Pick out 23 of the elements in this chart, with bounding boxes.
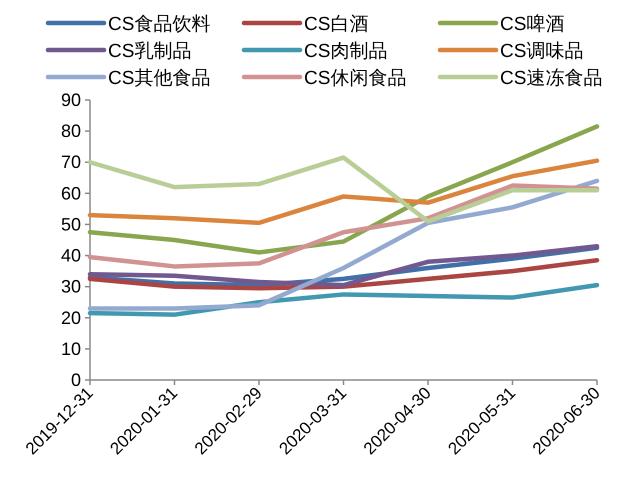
y-tick-label: 10 [60,338,81,359]
y-tick-label: 90 [60,90,81,110]
y-tick-label: 0 [70,370,81,390]
legend-label: CS调味品 [500,41,584,62]
line-series [88,178,600,311]
y-tick-label: 50 [60,214,81,234]
line-series [88,183,600,269]
line-series [88,258,600,290]
legend-label: CS速冻食品 [500,68,602,89]
legend-label: CS肉制品 [304,41,388,62]
legend-label: CS啤酒 [500,14,564,35]
line-series [88,124,600,255]
legend-label: CS白酒 [304,14,368,35]
legend-label: CS其他食品 [108,68,210,89]
legend-label: CS休闲食品 [304,68,406,89]
y-tick-label: 70 [60,152,81,172]
y-tick-label: 40 [60,246,81,266]
y-tick-label: 20 [60,308,81,328]
y-tick-label: 30 [60,276,81,297]
legend-label: CS乳制品 [108,41,192,62]
y-tick-label: 80 [60,121,81,142]
legend-label: CS食品饮料 [108,14,210,35]
y-tick-label: 60 [60,183,81,204]
